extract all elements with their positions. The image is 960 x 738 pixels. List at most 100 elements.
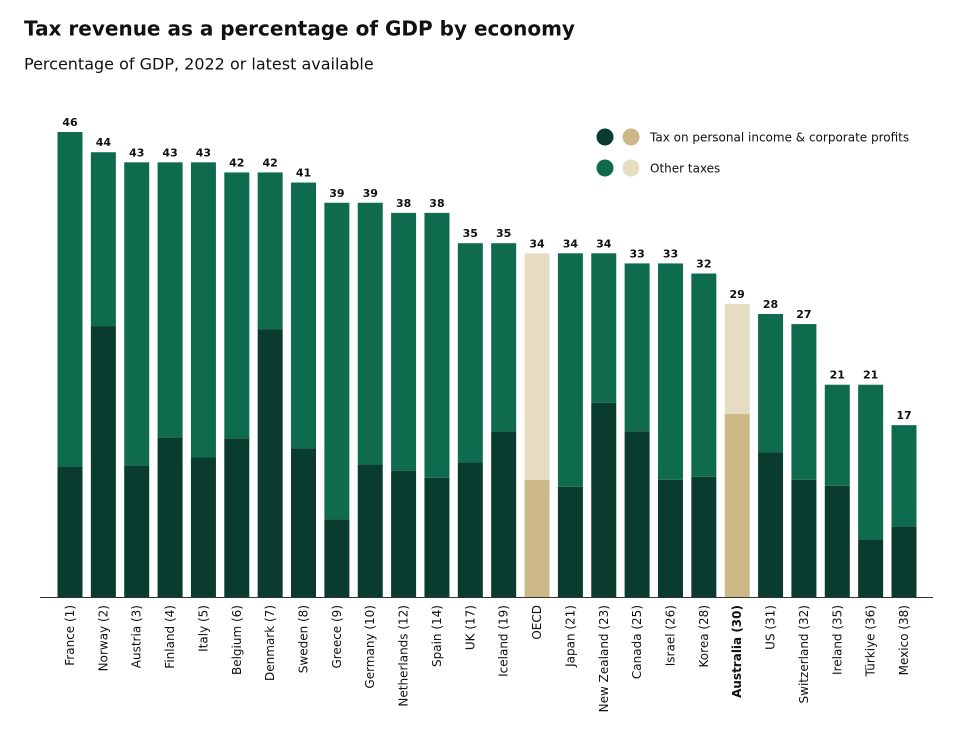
bar-segment: [758, 452, 784, 597]
bar-segment: [357, 464, 383, 597]
total-label: 32: [696, 258, 711, 271]
bar-segment: [190, 457, 216, 597]
bar-segment: [257, 329, 283, 597]
bar-segment: [124, 465, 150, 597]
bar-segment: [190, 162, 216, 458]
bar-segment: [124, 162, 150, 466]
bar-segment: [891, 425, 917, 527]
bar-segment: [491, 243, 517, 432]
total-label: 42: [229, 156, 244, 169]
x-tick-label: Ireland (35): [830, 605, 844, 675]
bar-segment: [424, 477, 450, 597]
bar-segment: [824, 384, 850, 486]
x-tick-label: Austria (3): [130, 605, 144, 668]
bar-segment: [557, 253, 583, 487]
x-tick-label: Finland (4): [163, 605, 177, 669]
x-tick-label: Denmark (7): [263, 605, 277, 681]
bar-segment: [424, 212, 450, 478]
x-tick-label: Korea (28): [697, 605, 711, 667]
legend-swatch: [622, 128, 640, 146]
total-label: 35: [463, 227, 478, 240]
bar-segment: [691, 476, 717, 597]
total-label: 35: [496, 227, 511, 240]
total-label: 21: [863, 369, 878, 382]
legend-swatch: [622, 159, 640, 177]
bar-segment: [157, 162, 183, 438]
total-label: 29: [730, 288, 745, 301]
bar-segment: [324, 202, 350, 520]
chart-title: Tax revenue as a percentage of GDP by ec…: [24, 17, 575, 41]
bar-segment: [724, 414, 750, 597]
bar-segment: [524, 479, 550, 597]
bar-segment: [858, 539, 884, 597]
bar-segment: [524, 253, 550, 480]
bar-segment: [391, 470, 417, 597]
total-label: 43: [162, 146, 177, 159]
bar-segment: [824, 485, 850, 597]
legend-label: Tax on personal income & corporate profi…: [649, 131, 909, 145]
x-tick-label: Norway (2): [96, 605, 110, 671]
x-tick-label: Netherlands (12): [397, 605, 411, 707]
total-label: 39: [363, 187, 378, 200]
total-label: 42: [263, 156, 278, 169]
bar-segment: [257, 172, 283, 330]
total-label: 39: [329, 187, 344, 200]
bar-segment: [291, 448, 317, 597]
x-tick-label: Türkiye (36): [864, 605, 878, 677]
bar-segment: [57, 466, 83, 597]
x-tick-label: Australia (30): [730, 605, 744, 698]
x-tick-label: France (1): [63, 605, 77, 666]
legend-swatch: [596, 159, 614, 177]
bar-segment: [624, 431, 650, 597]
x-tick-label: Belgium (6): [230, 605, 244, 675]
x-tick-label: Israel (26): [663, 605, 677, 666]
total-label: 43: [196, 146, 211, 159]
bar-segment: [90, 326, 116, 597]
bar-segment: [591, 402, 617, 597]
x-tick-label: Canada (25): [630, 605, 644, 679]
bar-segment: [457, 462, 483, 597]
bar-segment: [90, 152, 116, 327]
bar-segment: [791, 324, 817, 480]
x-tick-label: Germany (10): [363, 605, 377, 689]
legend-swatch: [596, 128, 614, 146]
total-label: 34: [596, 237, 612, 250]
x-tick-label: Japan (21): [563, 605, 577, 668]
bar-segment: [691, 273, 717, 477]
x-tick-label: Switzerland (32): [797, 605, 811, 703]
bar-segment: [557, 486, 583, 597]
total-label: 34: [529, 237, 545, 250]
bar-segment: [491, 431, 517, 597]
bar-segment: [724, 303, 750, 415]
bar-segment: [357, 202, 383, 465]
x-tick-label: US (31): [764, 605, 778, 650]
total-label: 28: [763, 298, 778, 311]
x-tick-label: Iceland (19): [497, 605, 511, 677]
bar-segment: [657, 263, 683, 480]
bar-segment: [57, 132, 83, 467]
legend-label: Other taxes: [650, 162, 720, 176]
bar-segment: [657, 479, 683, 597]
x-tick-label: Mexico (38): [897, 605, 911, 675]
bar-segment: [291, 182, 317, 449]
bar-segment: [391, 212, 417, 471]
bar-segment: [324, 519, 350, 597]
chart-subtitle: Percentage of GDP, 2022 or latest availa…: [24, 55, 374, 74]
bar-segment: [891, 526, 917, 597]
bar-segment: [591, 253, 617, 403]
total-label: 27: [796, 308, 811, 321]
total-label: 38: [396, 197, 411, 210]
bar-segment: [157, 437, 183, 597]
bar-segment: [457, 243, 483, 463]
bar-segment: [224, 172, 250, 439]
total-label: 41: [296, 167, 311, 180]
bar-segment: [791, 479, 817, 597]
x-tick-label: Sweden (8): [297, 605, 311, 673]
bar-segment: [224, 438, 250, 597]
total-label: 38: [429, 197, 444, 210]
total-label: 46: [62, 116, 78, 129]
total-label: 33: [663, 247, 678, 260]
total-label: 43: [129, 146, 144, 159]
total-label: 34: [563, 237, 579, 250]
